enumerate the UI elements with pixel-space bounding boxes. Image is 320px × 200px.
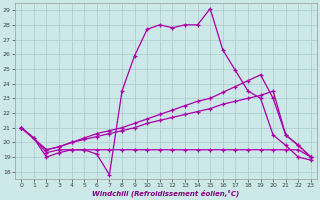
- X-axis label: Windchill (Refroidissement éolien,°C): Windchill (Refroidissement éolien,°C): [92, 190, 240, 197]
